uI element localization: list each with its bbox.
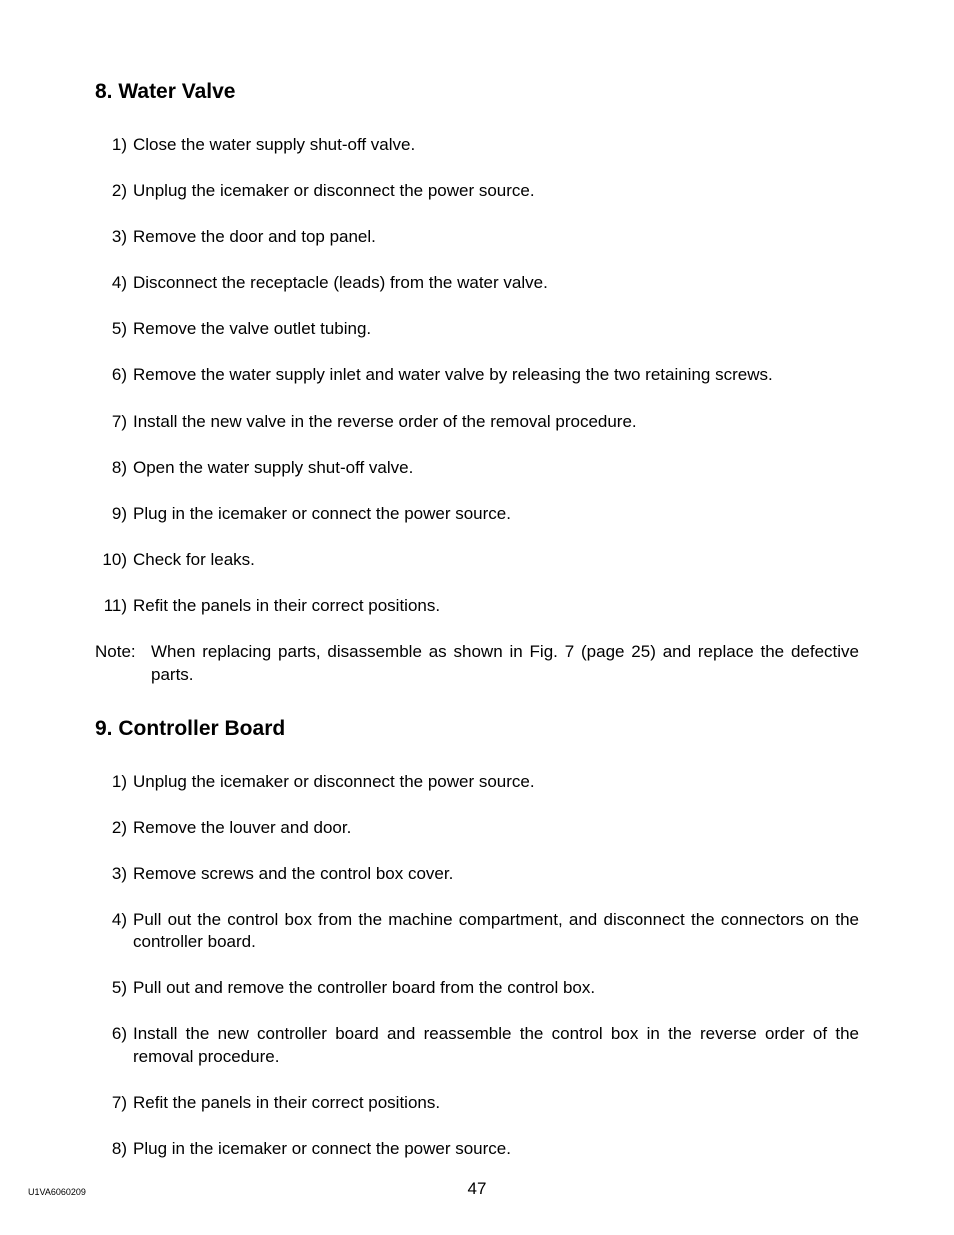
list-number: 10) [95, 549, 133, 571]
list-number: 3) [95, 226, 133, 248]
list-item: 7) Install the new valve in the reverse … [95, 411, 859, 433]
list-number: 6) [95, 1023, 133, 1067]
list-item: 5) Pull out and remove the controller bo… [95, 977, 859, 999]
list-text: Plug in the icemaker or connect the powe… [133, 1138, 859, 1160]
list-text: Check for leaks. [133, 549, 859, 571]
list-item: 4) Pull out the control box from the mac… [95, 909, 859, 953]
page-number: 47 [468, 1179, 487, 1199]
list-item: 9) Plug in the icemaker or connect the p… [95, 503, 859, 525]
list-text: Install the new valve in the reverse ord… [133, 411, 859, 433]
list-text: Pull out and remove the controller board… [133, 977, 859, 999]
list-text: Pull out the control box from the machin… [133, 909, 859, 953]
list-number: 2) [95, 180, 133, 202]
list-number: 4) [95, 272, 133, 294]
list-item: 5) Remove the valve outlet tubing. [95, 318, 859, 340]
list-item: 2) Remove the louver and door. [95, 817, 859, 839]
list-item: 1) Close the water supply shut-off valve… [95, 134, 859, 156]
list-text: Remove the water supply inlet and water … [133, 364, 859, 386]
list-item: 8) Open the water supply shut-off valve. [95, 457, 859, 479]
list-item: 3) Remove the door and top panel. [95, 226, 859, 248]
page-footer: U1VA6060209 47 [0, 1179, 954, 1199]
list-number: 3) [95, 863, 133, 885]
list-number: 7) [95, 411, 133, 433]
list-text: Remove the door and top panel. [133, 226, 859, 248]
list-item: 6) Remove the water supply inlet and wat… [95, 364, 859, 386]
list-text: Plug in the icemaker or connect the powe… [133, 503, 859, 525]
list-text: Open the water supply shut-off valve. [133, 457, 859, 479]
list-text: Unplug the icemaker or disconnect the po… [133, 180, 859, 202]
list-item: 2) Unplug the icemaker or disconnect the… [95, 180, 859, 202]
section-8-heading: 8. Water Valve [95, 80, 859, 104]
list-text: Refit the panels in their correct positi… [133, 595, 859, 617]
list-text: Remove screws and the control box cover. [133, 863, 859, 885]
note-text: When replacing parts, disassemble as sho… [151, 641, 859, 687]
list-number: 11) [95, 595, 133, 617]
list-item: 7) Refit the panels in their correct pos… [95, 1092, 859, 1114]
list-text: Remove the louver and door. [133, 817, 859, 839]
list-item: 10) Check for leaks. [95, 549, 859, 571]
list-text: Close the water supply shut-off valve. [133, 134, 859, 156]
list-text: Install the new controller board and rea… [133, 1023, 859, 1067]
note: Note: When replacing parts, disassemble … [95, 641, 859, 687]
list-number: 7) [95, 1092, 133, 1114]
list-number: 1) [95, 134, 133, 156]
list-number: 9) [95, 503, 133, 525]
list-item: 6) Install the new controller board and … [95, 1023, 859, 1067]
list-number: 5) [95, 977, 133, 999]
note-label: Note: [95, 641, 151, 687]
doc-code: U1VA6060209 [28, 1187, 86, 1197]
list-number: 5) [95, 318, 133, 340]
list-text: Remove the valve outlet tubing. [133, 318, 859, 340]
list-text: Unplug the icemaker or disconnect the po… [133, 771, 859, 793]
list-number: 6) [95, 364, 133, 386]
list-number: 2) [95, 817, 133, 839]
section-9-heading: 9. Controller Board [95, 717, 859, 741]
list-number: 8) [95, 1138, 133, 1160]
list-text: Disconnect the receptacle (leads) from t… [133, 272, 859, 294]
list-number: 1) [95, 771, 133, 793]
list-number: 4) [95, 909, 133, 953]
list-text: Refit the panels in their correct positi… [133, 1092, 859, 1114]
list-number: 8) [95, 457, 133, 479]
list-item: 8) Plug in the icemaker or connect the p… [95, 1138, 859, 1160]
list-item: 3) Remove screws and the control box cov… [95, 863, 859, 885]
list-item: 11) Refit the panels in their correct po… [95, 595, 859, 617]
list-item: 4) Disconnect the receptacle (leads) fro… [95, 272, 859, 294]
list-item: 1) Unplug the icemaker or disconnect the… [95, 771, 859, 793]
